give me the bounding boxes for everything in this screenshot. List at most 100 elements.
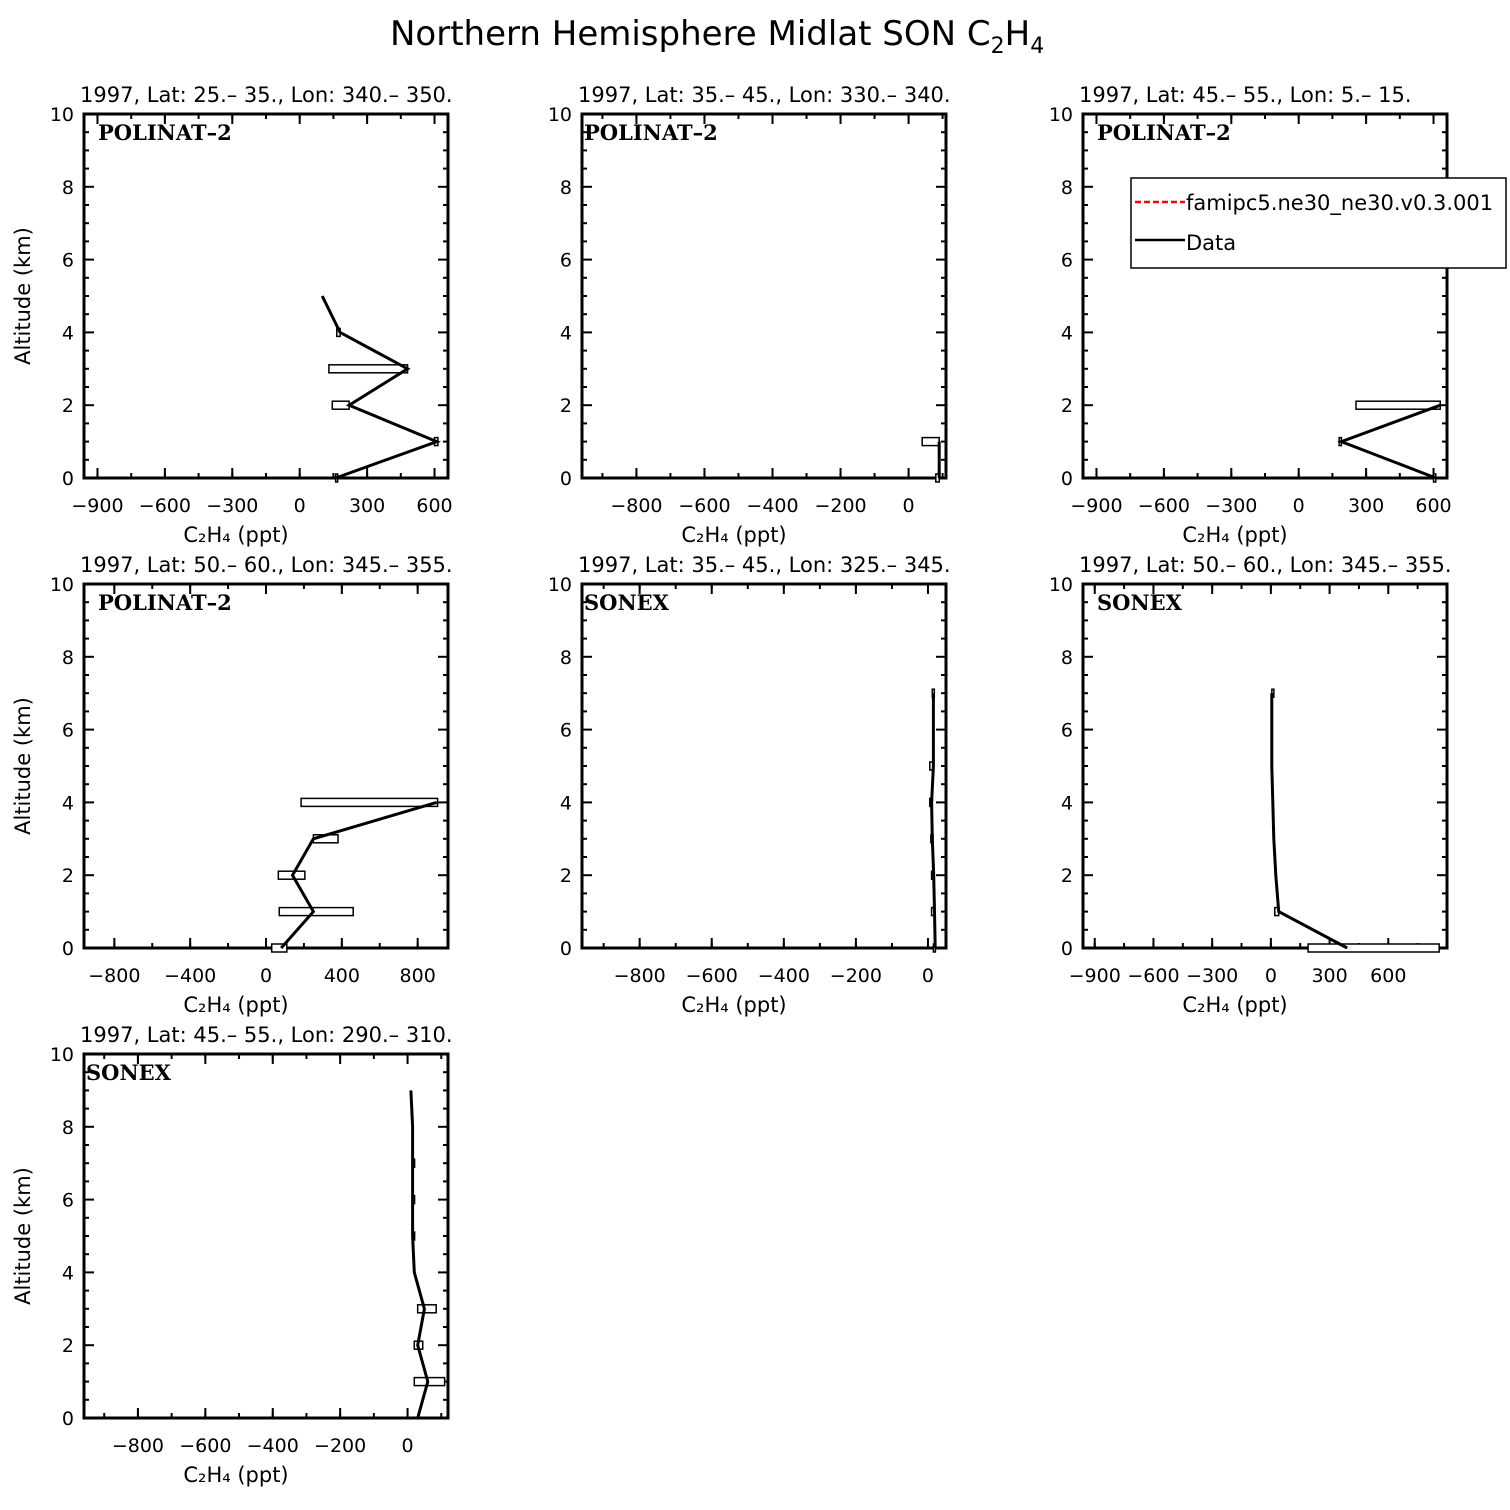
y-tick-label: 0 xyxy=(62,938,74,960)
x-tick-label: −200 xyxy=(314,1435,366,1457)
data-range-box xyxy=(328,364,409,374)
y-tick-label: 8 xyxy=(62,647,74,669)
x-axis-label: C₂H₄ (ppt) xyxy=(183,993,288,1017)
x-tick-label: −300 xyxy=(1205,495,1257,517)
x-tick-label: 0 xyxy=(260,965,272,987)
y-tick-label: 6 xyxy=(62,250,74,272)
figure-title-text: Northern Hemisphere Midlat SON C xyxy=(390,14,991,54)
y-tick-label: 10 xyxy=(50,574,74,596)
data-line xyxy=(1270,693,1348,950)
x-tick-label: −400 xyxy=(746,495,798,517)
y-tick-label: 10 xyxy=(50,1044,74,1066)
panel-6: 0 2 4 6 8 10 −900 −600 −300 0 300 600 1997, Lat: 50.… xyxy=(1049,553,1452,1017)
data-range-box xyxy=(1355,400,1442,410)
y-tick-label: 0 xyxy=(560,468,572,490)
y-tick-label: 2 xyxy=(1061,865,1073,887)
y-tick-label: 6 xyxy=(1061,250,1073,272)
panel-5: 0 2 4 6 8 10 −800 −600 −400 −200 0 1997, Lat: 35.– … xyxy=(548,553,951,1017)
x-axis-label: C₂H₄ (ppt) xyxy=(183,1463,288,1487)
y-tick-label: 10 xyxy=(1049,574,1073,596)
y-tick-label: 10 xyxy=(1049,104,1073,126)
plot-frame xyxy=(82,1052,450,1420)
panel-2: 0 2 4 6 8 10 −800 −600 −400 −200 0 1997, Lat: 35.– … xyxy=(548,83,951,547)
data-line xyxy=(320,295,441,480)
y-tick-label: 2 xyxy=(560,395,572,417)
legend-model-label: famipc5.ne30_ne30.v0.3.001 xyxy=(1186,191,1493,216)
x-tick-label: 300 xyxy=(349,495,385,517)
data-range-box xyxy=(413,1376,446,1387)
x-axis-label: C₂H₄ (ppt) xyxy=(183,523,288,547)
y-tick-label: 0 xyxy=(62,468,74,490)
y-axis-label: Altitude (km) xyxy=(11,1167,35,1305)
x-tick-label: 400 xyxy=(324,965,360,987)
legend: famipc5.ne30_ne30.v0.3.001 Data xyxy=(1130,177,1507,269)
x-tick-label: 0 xyxy=(402,1435,414,1457)
panel-3: 0 2 4 6 8 10 −900 −600 −300 0 300 600 1997, Lat: 45.… xyxy=(1049,83,1452,547)
y-tick-label: 2 xyxy=(560,865,572,887)
y-axis-label: Altitude (km) xyxy=(11,697,35,835)
y-tick-label: 4 xyxy=(1061,792,1073,814)
x-tick-label: 600 xyxy=(1415,495,1451,517)
panel-title: 1997, Lat: 25.– 35., Lon: 340.– 350. xyxy=(80,83,453,107)
legend-data-label: Data xyxy=(1186,231,1236,255)
y-tick-label: 8 xyxy=(62,1117,74,1139)
x-tick-label: −300 xyxy=(1186,965,1238,987)
x-tick-label: 0 xyxy=(922,965,934,987)
y-tick-label: 0 xyxy=(62,1408,74,1430)
panel-title: 1997, Lat: 35.– 45., Lon: 330.– 340. xyxy=(578,83,951,107)
data-line xyxy=(930,693,937,949)
x-tick-label: 300 xyxy=(1311,965,1347,987)
campaign-label: POLINAT–2 xyxy=(98,120,232,145)
y-tick-label: 8 xyxy=(1061,647,1073,669)
y-tick-label: 4 xyxy=(1061,322,1073,344)
y-tick-label: 6 xyxy=(62,720,74,742)
y-tick-label: 0 xyxy=(560,938,572,960)
campaign-label: SONEX xyxy=(86,1060,172,1085)
x-axis-label: C₂H₄ (ppt) xyxy=(1182,993,1287,1017)
y-tick-label: 4 xyxy=(62,322,74,344)
y-tick-label: 4 xyxy=(560,322,572,344)
data-range-box xyxy=(270,943,288,953)
x-tick-label: −600 xyxy=(139,495,191,517)
x-axis-label: C₂H₄ (ppt) xyxy=(681,993,786,1017)
plot-frame xyxy=(580,582,948,950)
plot-frame xyxy=(82,582,450,950)
y-tick-label: 6 xyxy=(1061,720,1073,742)
y-tick-label: 2 xyxy=(62,1335,74,1357)
campaign-label: POLINAT–2 xyxy=(1097,120,1231,145)
y-tick-label: 2 xyxy=(62,865,74,887)
x-tick-label: 600 xyxy=(1370,965,1406,987)
campaign-label: POLINAT–2 xyxy=(584,120,718,145)
y-tick-label: 10 xyxy=(548,104,572,126)
y-tick-label: 4 xyxy=(560,792,572,814)
x-tick-label: −200 xyxy=(830,965,882,987)
x-tick-label: −800 xyxy=(112,1435,164,1457)
data-line xyxy=(409,1090,430,1419)
y-tick-label: 8 xyxy=(62,177,74,199)
y-tick-label: 0 xyxy=(1061,938,1073,960)
y-tick-label: 10 xyxy=(548,574,572,596)
y-tick-label: 8 xyxy=(560,647,572,669)
x-tick-label: 600 xyxy=(416,495,452,517)
campaign-label: SONEX xyxy=(584,590,670,615)
y-tick-label: 8 xyxy=(1061,177,1073,199)
x-tick-label: 0 xyxy=(1293,495,1305,517)
y-tick-label: 2 xyxy=(1061,395,1073,417)
y-tick-label: 4 xyxy=(62,792,74,814)
x-tick-label: −900 xyxy=(1069,965,1121,987)
y-tick-label: 0 xyxy=(1061,468,1073,490)
plot-frame xyxy=(1081,582,1449,950)
data-line xyxy=(1337,403,1441,480)
data-range-box xyxy=(300,797,439,808)
x-tick-label: 800 xyxy=(400,965,436,987)
x-tick-label: −800 xyxy=(614,965,666,987)
x-tick-label: −300 xyxy=(206,495,258,517)
panel-title: 1997, Lat: 45.– 55., Lon: 290.– 310. xyxy=(80,1023,453,1047)
y-tick-label: 10 xyxy=(50,104,74,126)
data-range-box xyxy=(278,906,354,917)
y-tick-label: 2 xyxy=(62,395,74,417)
panel-title: 1997, Lat: 45.– 55., Lon: 5.– 15. xyxy=(1079,83,1412,107)
panel-title: 1997, Lat: 35.– 45., Lon: 325.– 345. xyxy=(578,553,951,577)
x-tick-label: −600 xyxy=(678,495,730,517)
